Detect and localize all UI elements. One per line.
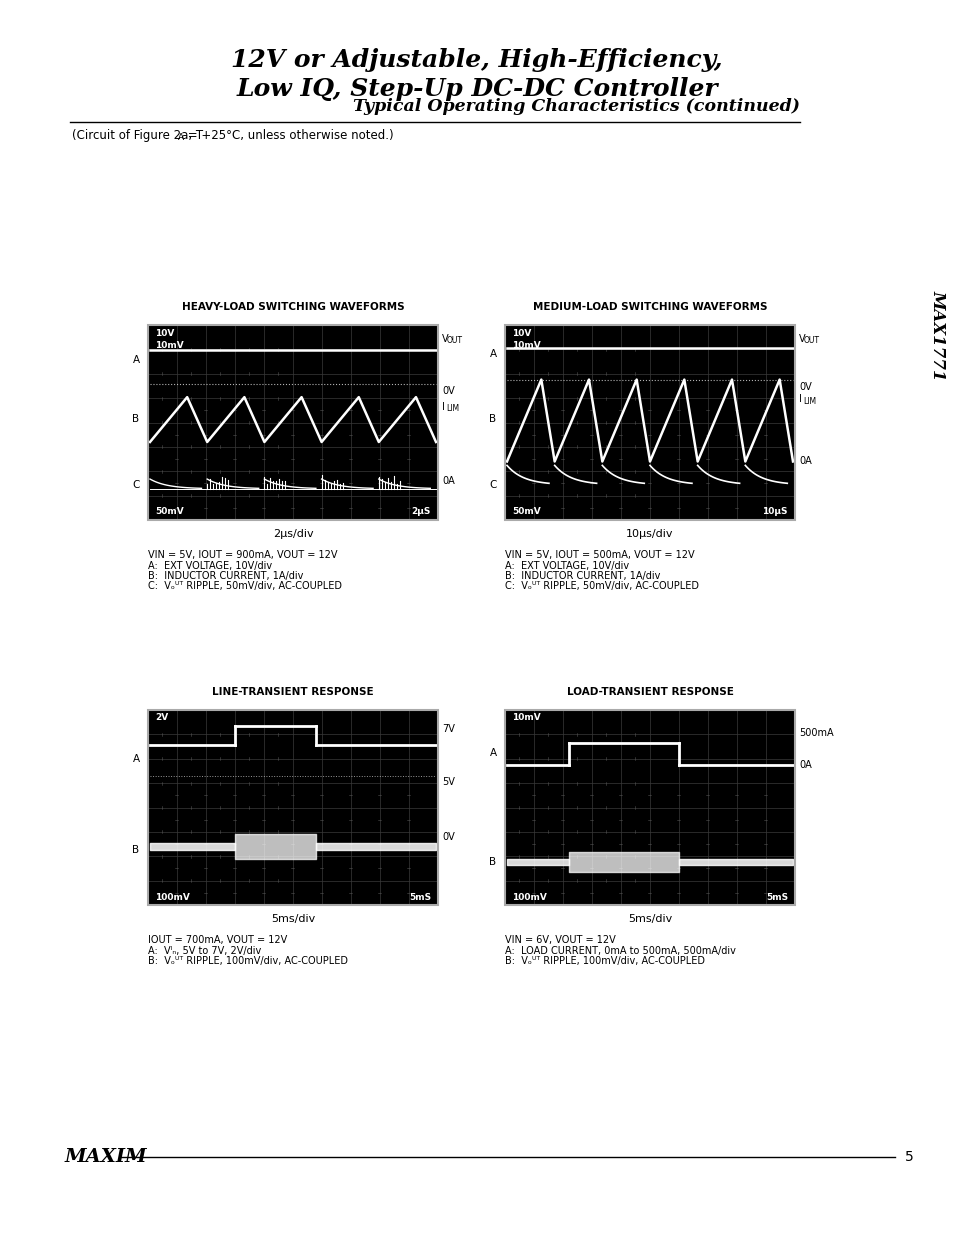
Bar (504, 325, 794, 520)
Text: LOAD-TRANSIENT RESPONSE: LOAD-TRANSIENT RESPONSE (566, 687, 733, 697)
Text: VIN = 5V, IOUT = 500mA, VOUT = 12V: VIN = 5V, IOUT = 500mA, VOUT = 12V (504, 550, 694, 559)
Text: 50mV: 50mV (154, 508, 184, 516)
Text: V: V (441, 333, 448, 343)
Text: 0A: 0A (799, 457, 811, 467)
Text: A:  EXT VOLTAGE, 10V/div: A: EXT VOLTAGE, 10V/div (504, 561, 628, 571)
Bar (148, 325, 437, 520)
Text: A: A (489, 748, 497, 758)
Text: 0V: 0V (799, 383, 811, 393)
Text: MEDIUM-LOAD SWITCHING WAVEFORMS: MEDIUM-LOAD SWITCHING WAVEFORMS (532, 303, 766, 312)
Text: VIN = 5V, IOUT = 900mA, VOUT = 12V: VIN = 5V, IOUT = 900mA, VOUT = 12V (148, 550, 337, 559)
Text: Typical Operating Characteristics (continued): Typical Operating Characteristics (conti… (353, 98, 800, 115)
Text: B: B (132, 846, 139, 856)
Text: 50mV: 50mV (512, 508, 540, 516)
Text: (Circuit of Figure 2a, T: (Circuit of Figure 2a, T (71, 128, 203, 142)
Text: A: A (178, 133, 184, 142)
Text: 10μS: 10μS (761, 508, 787, 516)
Text: A:  LOAD CURRENT, 0mA to 500mA, 500mA/div: A: LOAD CURRENT, 0mA to 500mA, 500mA/div (504, 946, 735, 956)
Text: B: B (489, 414, 497, 424)
Text: 0A: 0A (799, 760, 811, 769)
Text: 0A: 0A (441, 475, 455, 487)
Text: VIN = 6V, VOUT = 12V: VIN = 6V, VOUT = 12V (504, 935, 615, 945)
Text: 10mV: 10mV (512, 342, 540, 351)
Text: MAXIM: MAXIM (65, 1149, 148, 1166)
Text: A:  EXT VOLTAGE, 10V/div: A: EXT VOLTAGE, 10V/div (148, 561, 272, 571)
Text: LIM: LIM (802, 396, 816, 405)
Text: 10mV: 10mV (154, 342, 184, 351)
Text: B:  INDUCTOR CURRENT, 1A/div: B: INDUCTOR CURRENT, 1A/div (504, 571, 659, 580)
Text: 2μs/div: 2μs/div (273, 529, 313, 538)
Text: 12V or Adjustable, High-Efficiency,: 12V or Adjustable, High-Efficiency, (231, 48, 722, 72)
Bar (148, 710, 437, 905)
Text: 500mA: 500mA (799, 729, 833, 739)
Text: MAX1771: MAX1771 (928, 290, 945, 380)
Text: B:  INDUCTOR CURRENT, 1A/div: B: INDUCTOR CURRENT, 1A/div (148, 571, 303, 580)
Text: B:  Vₒᵁᵀ RIPPLE, 100mV/div, AC-COUPLED: B: Vₒᵁᵀ RIPPLE, 100mV/div, AC-COUPLED (148, 956, 348, 966)
Text: 0V: 0V (441, 831, 455, 842)
Text: C:  Vₒᵁᵀ RIPPLE, 50mV/div, AC-COUPLED: C: Vₒᵁᵀ RIPPLE, 50mV/div, AC-COUPLED (148, 580, 341, 592)
Text: 5mS: 5mS (409, 893, 431, 902)
Text: B: B (489, 857, 497, 867)
Text: 5ms/div: 5ms/div (627, 914, 672, 924)
Text: C:  Vₒᵁᵀ RIPPLE, 50mV/div, AC-COUPLED: C: Vₒᵁᵀ RIPPLE, 50mV/div, AC-COUPLED (504, 580, 699, 592)
Text: A: A (132, 356, 139, 366)
Text: IOUT = 700mA, VOUT = 12V: IOUT = 700mA, VOUT = 12V (148, 935, 287, 945)
Bar (504, 325, 794, 520)
Text: 5V: 5V (441, 777, 455, 787)
Text: A: A (132, 753, 139, 763)
Text: Low IQ, Step-Up DC-DC Controller: Low IQ, Step-Up DC-DC Controller (236, 77, 717, 101)
Text: I: I (441, 401, 444, 412)
Text: C: C (489, 480, 497, 490)
Text: 10V: 10V (512, 329, 531, 337)
Text: 5ms/div: 5ms/div (271, 914, 314, 924)
Text: A: A (489, 350, 497, 359)
Bar (504, 710, 794, 905)
Text: OUT: OUT (446, 336, 462, 345)
Text: C: C (132, 480, 139, 490)
Text: LIM: LIM (446, 404, 459, 414)
Text: A:  Vᴵₙ, 5V to 7V, 2V/div: A: Vᴵₙ, 5V to 7V, 2V/div (148, 946, 261, 956)
Text: I: I (799, 394, 801, 404)
Text: 10mV: 10mV (512, 714, 540, 722)
Text: V: V (799, 333, 804, 343)
Text: = +25°C, unless otherwise noted.): = +25°C, unless otherwise noted.) (184, 128, 394, 142)
Text: 10μs/div: 10μs/div (625, 529, 673, 538)
Text: 5mS: 5mS (765, 893, 787, 902)
Text: 2μS: 2μS (411, 508, 431, 516)
Text: 0V: 0V (441, 387, 455, 396)
Text: LINE-TRANSIENT RESPONSE: LINE-TRANSIENT RESPONSE (212, 687, 374, 697)
Text: 10V: 10V (154, 329, 174, 337)
Text: 100mV: 100mV (512, 893, 546, 902)
Text: HEAVY-LOAD SWITCHING WAVEFORMS: HEAVY-LOAD SWITCHING WAVEFORMS (181, 303, 404, 312)
Text: OUT: OUT (802, 336, 819, 345)
Text: 100mV: 100mV (154, 893, 190, 902)
Text: 5: 5 (904, 1150, 913, 1165)
Text: 2V: 2V (154, 714, 168, 722)
Text: B:  Vₒᵁᵀ RIPPLE, 100mV/div, AC-COUPLED: B: Vₒᵁᵀ RIPPLE, 100mV/div, AC-COUPLED (504, 956, 704, 966)
Bar (148, 710, 437, 905)
Bar (504, 710, 794, 905)
Text: 7V: 7V (441, 725, 455, 735)
Text: B: B (132, 414, 139, 424)
Bar (148, 325, 437, 520)
